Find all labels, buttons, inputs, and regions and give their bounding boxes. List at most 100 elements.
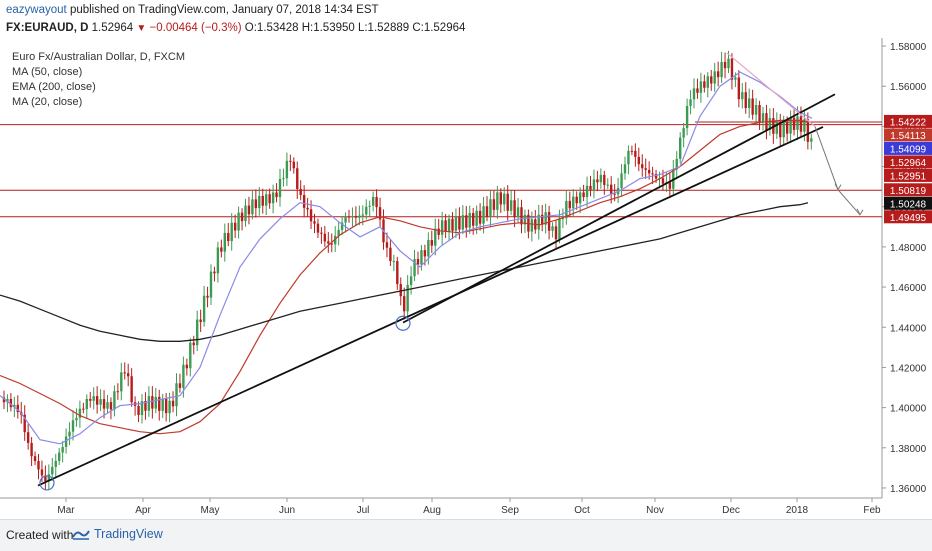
candle-body xyxy=(292,161,295,169)
candle-body xyxy=(627,150,630,165)
candle-body xyxy=(751,98,754,115)
candle-body xyxy=(330,243,333,245)
candle-body xyxy=(723,61,727,69)
candle-body xyxy=(392,261,396,263)
candle-body xyxy=(182,364,185,388)
candle-body xyxy=(85,398,88,410)
candle-body xyxy=(140,401,144,416)
candle-body xyxy=(572,196,575,209)
highlight-circle xyxy=(395,315,411,331)
x-tick-label: Mar xyxy=(57,505,75,516)
candle-body xyxy=(137,405,140,416)
candle-body xyxy=(26,432,30,443)
price-label-text: 1.54113 xyxy=(890,131,926,142)
candle-body xyxy=(130,376,133,403)
candle-body xyxy=(437,228,440,235)
candle-body xyxy=(247,205,251,215)
candle-body xyxy=(278,178,282,198)
candle-body xyxy=(454,217,458,231)
y-tick-label: 1.40000 xyxy=(890,404,927,415)
candle-body xyxy=(416,259,420,265)
candle-body xyxy=(810,138,813,142)
candle-body xyxy=(506,193,509,211)
candle-body xyxy=(164,398,168,414)
chart-legend: Euro Fx/Australian Dollar, D, FXCM MA (5… xyxy=(12,50,185,110)
created-with-label: Created with xyxy=(6,528,74,542)
candle-body xyxy=(806,119,810,142)
candle-body xyxy=(337,229,340,236)
candle-body xyxy=(713,71,716,84)
candle-body xyxy=(682,128,685,138)
candle-body xyxy=(496,192,499,210)
price-label-text: 1.54099 xyxy=(890,144,927,155)
candle-body xyxy=(589,185,592,190)
y-tick-label: 1.46000 xyxy=(890,283,927,294)
price-axis: 1.580001.560001.540001.520001.500001.480… xyxy=(882,42,927,495)
moving-averages xyxy=(0,71,813,445)
candle-body xyxy=(482,206,485,224)
candle-body xyxy=(220,247,223,252)
candle-body xyxy=(265,194,268,206)
candle-body xyxy=(206,295,209,298)
tradingview-link[interactable]: TradingView xyxy=(72,527,163,541)
candle-body xyxy=(37,461,40,470)
x-tick-label: Nov xyxy=(646,505,664,516)
candle-body xyxy=(399,284,402,297)
chart-grid xyxy=(0,38,883,499)
candle-body xyxy=(192,342,195,346)
candle-body xyxy=(685,105,689,129)
price-labels: 1.54222 1.54113 1.54099 1.52964 1.52951 1.508… xyxy=(884,114,932,224)
candle-body xyxy=(651,173,654,175)
annotations xyxy=(39,126,864,491)
candle-body xyxy=(40,469,44,476)
candle-body xyxy=(737,77,741,100)
candle-body xyxy=(434,228,437,246)
candle-body xyxy=(316,223,320,233)
candle-body xyxy=(485,206,489,217)
candle-body xyxy=(513,200,516,218)
candle-body xyxy=(775,121,778,134)
candle-body xyxy=(606,184,609,186)
candle-body xyxy=(289,160,292,162)
author-link[interactable]: eazywayout xyxy=(6,4,67,16)
candle-body xyxy=(127,373,130,377)
trendline xyxy=(37,126,824,487)
ma-line-2 xyxy=(0,71,813,445)
price-label-box xyxy=(884,168,932,182)
candle-body xyxy=(744,92,747,108)
candle-body xyxy=(761,113,765,123)
time-axis: Mar Apr May Jun Jul Aug Sep Oct Nov Dec 2018 Feb xyxy=(57,498,881,516)
candle-body xyxy=(647,169,651,174)
candle-body xyxy=(582,192,585,198)
candle-body xyxy=(544,212,547,225)
price-label-box xyxy=(884,114,932,128)
candle-body xyxy=(779,121,782,138)
candle-body xyxy=(730,58,734,80)
candle-body xyxy=(268,194,271,204)
candle-body xyxy=(147,396,151,411)
candle-body xyxy=(603,174,606,185)
horizontal-levels xyxy=(0,121,882,218)
candle-body xyxy=(334,235,337,245)
publish-header: eazywayout published on TradingView.com,… xyxy=(6,4,379,16)
price-chart[interactable]: 1.580001.560001.540001.520001.500001.480… xyxy=(0,38,932,518)
candle-body xyxy=(340,222,344,230)
ohlc-values: O:1.53428 H:1.53950 L:1.52889 C:1.52964 xyxy=(244,22,466,34)
candle-body xyxy=(158,396,161,411)
candle-body xyxy=(561,218,565,220)
candle-body xyxy=(44,475,47,482)
candle-body xyxy=(306,207,309,210)
y-tick-label: 1.38000 xyxy=(890,444,927,455)
candle-body xyxy=(354,216,358,218)
candle-body xyxy=(261,195,264,206)
candle-body xyxy=(233,222,237,231)
candle-body xyxy=(565,200,568,219)
candle-body xyxy=(716,71,720,78)
candle-body xyxy=(516,207,520,218)
candle-body xyxy=(440,220,444,235)
candle-body xyxy=(227,232,230,242)
candle-body xyxy=(523,214,527,225)
ma-line-0 xyxy=(0,119,813,435)
candle-body xyxy=(692,88,696,100)
candle-body xyxy=(68,431,71,437)
